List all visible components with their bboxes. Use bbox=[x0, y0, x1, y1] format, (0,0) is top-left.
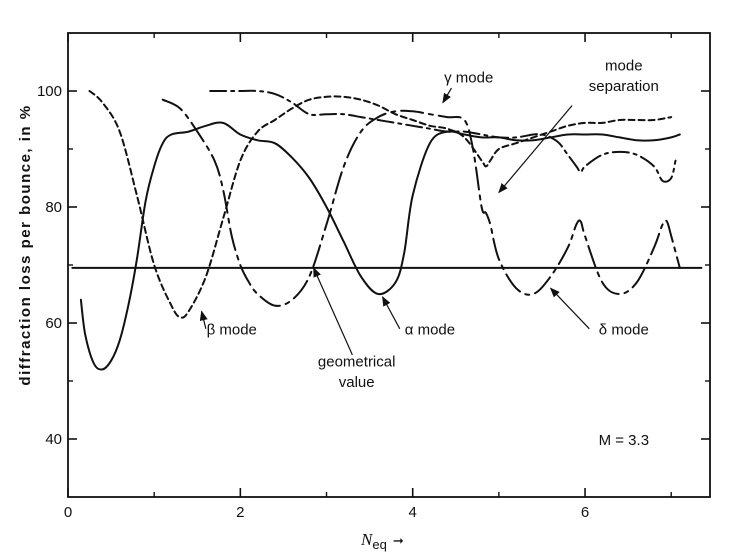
annotation-pointer bbox=[382, 296, 401, 330]
annotation-label: γ mode bbox=[444, 69, 493, 86]
y-tick-label: 40 bbox=[45, 431, 62, 448]
series-mode bbox=[79, 121, 681, 371]
parameter-label: M = 3.3 bbox=[599, 432, 649, 449]
annotation-pointer bbox=[442, 87, 452, 104]
y-tick-label: 80 bbox=[45, 199, 62, 216]
y-tick-label: 100 bbox=[37, 83, 62, 100]
annotation-label: mode bbox=[605, 58, 643, 75]
axis-ticks: 0 2 4 6 40 60 80 100 bbox=[37, 33, 710, 521]
x-tick-label: 6 bbox=[581, 504, 589, 521]
plot-frame bbox=[67, 32, 711, 498]
annotation-pointer bbox=[549, 287, 590, 330]
x-axis-arrow: ➞ bbox=[393, 533, 404, 548]
annotation-label: β mode bbox=[207, 322, 257, 339]
annotation-pointer bbox=[313, 266, 353, 356]
annotations: β mode α mode δ mode geometrical value γ mode… bbox=[199, 58, 659, 391]
annotation-pointer bbox=[199, 310, 208, 329]
y-tick-label: 60 bbox=[45, 315, 62, 332]
x-tick-label: 0 bbox=[64, 504, 72, 521]
annotation-label: geometrical bbox=[318, 354, 396, 371]
curves bbox=[71, 89, 703, 371]
annotation-label: δ mode bbox=[599, 322, 649, 339]
annotation-label: α mode bbox=[405, 322, 455, 339]
series-mode bbox=[88, 90, 673, 319]
x-axis-label-subscript: eq bbox=[372, 537, 386, 552]
x-tick-label: 2 bbox=[236, 504, 244, 521]
series-mode bbox=[161, 98, 681, 307]
x-axis-label-main: N bbox=[360, 530, 374, 549]
y-axis-label: diffraction loss per bounce, in % bbox=[17, 104, 34, 385]
x-tick-label: 4 bbox=[409, 504, 417, 521]
annotation-label: value bbox=[339, 374, 375, 391]
series-mode bbox=[209, 89, 677, 183]
x-axis-label: Neq ➞ bbox=[360, 530, 404, 552]
annotation-pointer bbox=[498, 105, 573, 194]
annotation-label: separation bbox=[589, 78, 659, 95]
